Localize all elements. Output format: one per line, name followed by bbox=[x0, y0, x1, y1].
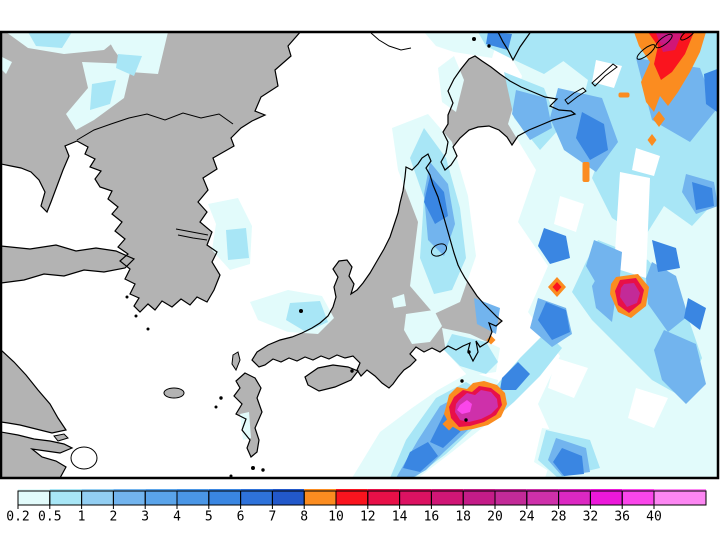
colorbar-label: 16 bbox=[424, 510, 440, 525]
colorbar-cell bbox=[654, 489, 706, 505]
colorbar: 0.2 0.5 1 2 3 4 5 6 7 8 10 12 14 16 18 20 24 28 32 36 40 bbox=[6, 489, 707, 525]
colorbar-cell bbox=[558, 489, 591, 505]
colorbar-label: 7 bbox=[268, 510, 276, 525]
colorbar-label: 20 bbox=[487, 510, 503, 525]
taihu-lake-outline bbox=[70, 446, 98, 470]
colorbar-cell bbox=[272, 489, 305, 505]
colorbar-cell bbox=[399, 489, 432, 505]
precipitation-layer bbox=[2, 33, 718, 477]
colorbar-cell-border bbox=[653, 490, 707, 506]
kuril-island-outline bbox=[655, 33, 673, 49]
colorbar-cell bbox=[622, 489, 654, 505]
colorbar-cell bbox=[177, 489, 209, 505]
colorbar-label: 0.5 bbox=[38, 510, 61, 525]
storm-cell-south-kanto bbox=[444, 381, 507, 431]
colorbar-cell bbox=[49, 489, 82, 505]
river-line bbox=[370, 33, 412, 51]
colorbar-cell bbox=[145, 489, 177, 505]
precip-marker bbox=[653, 111, 665, 127]
colorbar-label: 8 bbox=[300, 510, 308, 525]
coastline-layer bbox=[2, 33, 696, 477]
colorbar-cell bbox=[526, 489, 559, 505]
colorbar-label: 2 bbox=[109, 510, 117, 525]
precip-marker bbox=[552, 282, 562, 292]
kuril-island-outline bbox=[636, 44, 656, 60]
colorbar-label: 36 bbox=[614, 510, 630, 525]
colorbar-cell bbox=[81, 489, 114, 505]
colorbar-cell bbox=[304, 489, 336, 505]
kuril-island-outline bbox=[680, 33, 696, 41]
colorbar-cell bbox=[431, 489, 464, 505]
colorbar-label: 6 bbox=[237, 510, 245, 525]
colorbar-cell bbox=[208, 489, 241, 505]
country-border bbox=[76, 112, 234, 141]
river-line bbox=[175, 228, 209, 236]
map-frame bbox=[0, 30, 720, 480]
precip-marker bbox=[618, 92, 630, 98]
colorbar-label: 3 bbox=[141, 510, 149, 525]
colorbar-label: 4 bbox=[173, 510, 181, 525]
precip-marker bbox=[486, 335, 496, 345]
river-line bbox=[177, 234, 208, 241]
precip-marker bbox=[647, 134, 657, 146]
colorbar-cell bbox=[113, 489, 146, 505]
colorbar-label: 5 bbox=[205, 510, 213, 525]
precip-marker bbox=[442, 417, 456, 431]
colorbar-cell bbox=[240, 489, 273, 505]
colorbar-cell bbox=[367, 489, 400, 505]
colorbar-label: 40 bbox=[646, 510, 662, 525]
colorbar-label: 10 bbox=[328, 510, 344, 525]
colorbar-label: 18 bbox=[455, 510, 471, 525]
small-islands bbox=[125, 37, 491, 477]
colorbar-label: 1 bbox=[78, 510, 86, 525]
colorbar-label: 12 bbox=[360, 510, 376, 525]
colorbar-cell bbox=[18, 489, 50, 505]
colorbar-cell bbox=[495, 489, 527, 505]
colorbar-label: 28 bbox=[551, 510, 567, 525]
precip-marker bbox=[582, 162, 590, 182]
storm-cell-tohoku-east bbox=[610, 274, 649, 318]
colorbar-cell bbox=[590, 489, 623, 505]
point-markers bbox=[442, 92, 665, 431]
colorbar-label: 24 bbox=[519, 510, 535, 525]
colorbar-cell bbox=[463, 489, 495, 505]
colorbar-label: 32 bbox=[583, 510, 599, 525]
colorbar-label: 0.2 bbox=[6, 510, 29, 525]
colorbar-label: 14 bbox=[392, 510, 408, 525]
colorbar-cell bbox=[336, 489, 368, 505]
